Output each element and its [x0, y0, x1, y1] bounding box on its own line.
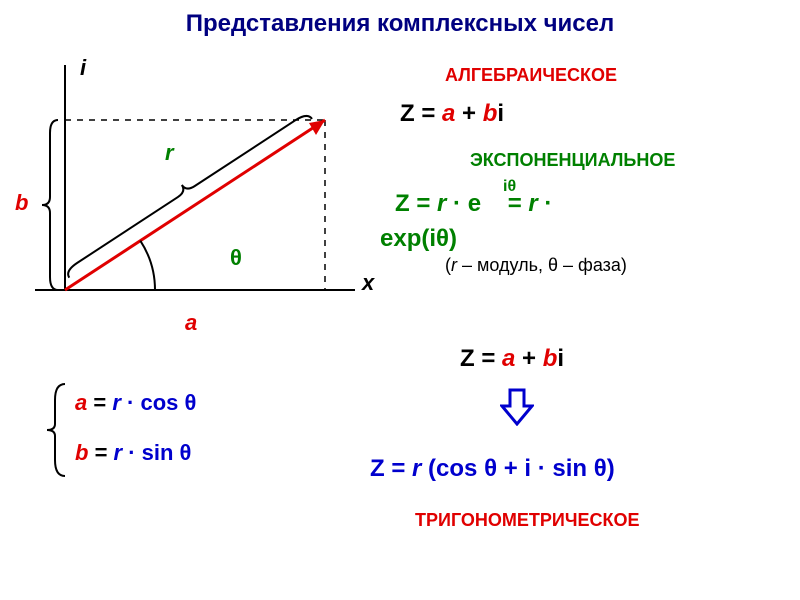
- acos-dot: ·: [121, 390, 141, 415]
- a-cos-formula: a = r · cos θ: [75, 390, 196, 416]
- page-title: Представления комплексных чисел: [0, 10, 800, 38]
- exp-dot2: ·: [538, 190, 553, 217]
- x-axis-label: x: [362, 270, 374, 296]
- acos-a: a: [75, 390, 87, 415]
- b-label: b: [15, 190, 28, 216]
- note-mod: – модуль,: [457, 255, 548, 275]
- brace-b: [42, 120, 58, 290]
- exp-z: Z: [395, 190, 410, 217]
- brace-r-group: [61, 106, 312, 278]
- alg2-a: a: [502, 345, 515, 372]
- vector-r-line: [65, 120, 325, 290]
- alg-a: a: [442, 100, 455, 127]
- exponential-formula-line2: exp(iθ): [380, 225, 457, 253]
- alg2-z: Z: [460, 345, 475, 372]
- bsin-sin: sin θ: [142, 440, 192, 465]
- trig-open: (: [421, 455, 436, 482]
- bsin-b: b: [75, 440, 88, 465]
- down-arrow-icon: [500, 388, 534, 426]
- trig-r: r: [412, 455, 421, 482]
- alg-i: i: [497, 100, 504, 127]
- trig-plus: +: [497, 455, 524, 482]
- modulus-phase-note: (r – модуль, θ – фаза): [445, 255, 627, 276]
- acos-r: r: [112, 390, 121, 415]
- exp-r1: r: [437, 190, 446, 217]
- b-sin-formula: b = r · sin θ: [75, 440, 191, 466]
- algebraic-formula-2: Z = a + bi: [460, 345, 564, 373]
- exponential-superscript: iθ: [503, 178, 516, 196]
- acos-eq: =: [87, 390, 112, 415]
- angle-arc: [140, 241, 155, 290]
- y-axis-label: i: [80, 55, 86, 81]
- trig-z: Z: [370, 455, 385, 482]
- acos-cos: cos θ: [140, 390, 196, 415]
- note-phase: – фаза): [558, 255, 627, 275]
- trig-heading: ТРИГОНОМЕТРИЧЕСКОЕ: [415, 510, 640, 531]
- trig-cos: cos θ: [436, 455, 497, 482]
- exp-dot1: ·: [446, 190, 467, 217]
- algebraic-heading: АЛГЕБРАИЧЕСКОЕ: [445, 65, 617, 86]
- exp-r2: r: [528, 190, 537, 217]
- trig-formula: Z = r (cos θ + i · sin θ): [370, 455, 615, 483]
- brace-r: [61, 106, 312, 278]
- complex-plane-diagram: [10, 55, 370, 315]
- trig-sin: sin θ: [552, 455, 606, 482]
- brace-ab-icon: [45, 380, 69, 480]
- alg2-plus: +: [515, 345, 542, 372]
- alg-plus: +: [455, 100, 482, 127]
- trig-close: ): [607, 455, 615, 482]
- bsin-r: r: [114, 440, 123, 465]
- alg2-eq: =: [475, 345, 502, 372]
- alg-z: Z: [400, 100, 415, 127]
- alg2-b: b: [543, 345, 558, 372]
- trig-dot: ·: [531, 455, 552, 482]
- exp-eq1: =: [410, 190, 437, 217]
- a-label: a: [185, 310, 197, 336]
- note-theta: θ: [548, 255, 558, 275]
- algebraic-formula: Z = a + bi: [400, 100, 504, 128]
- theta-label: θ: [230, 245, 242, 271]
- exponential-heading: ЭКСПОНЕНЦИАЛЬНОЕ: [470, 150, 675, 171]
- exp-e: e: [468, 190, 481, 217]
- bsin-dot: ·: [122, 440, 142, 465]
- r-label: r: [165, 140, 174, 166]
- alg2-i: i: [557, 345, 564, 372]
- alg-eq: =: [415, 100, 442, 127]
- exponential-formula-line1: Z = r · e = r ·: [395, 190, 552, 218]
- trig-eq: =: [385, 455, 412, 482]
- alg-b: b: [483, 100, 498, 127]
- bsin-eq: =: [88, 440, 113, 465]
